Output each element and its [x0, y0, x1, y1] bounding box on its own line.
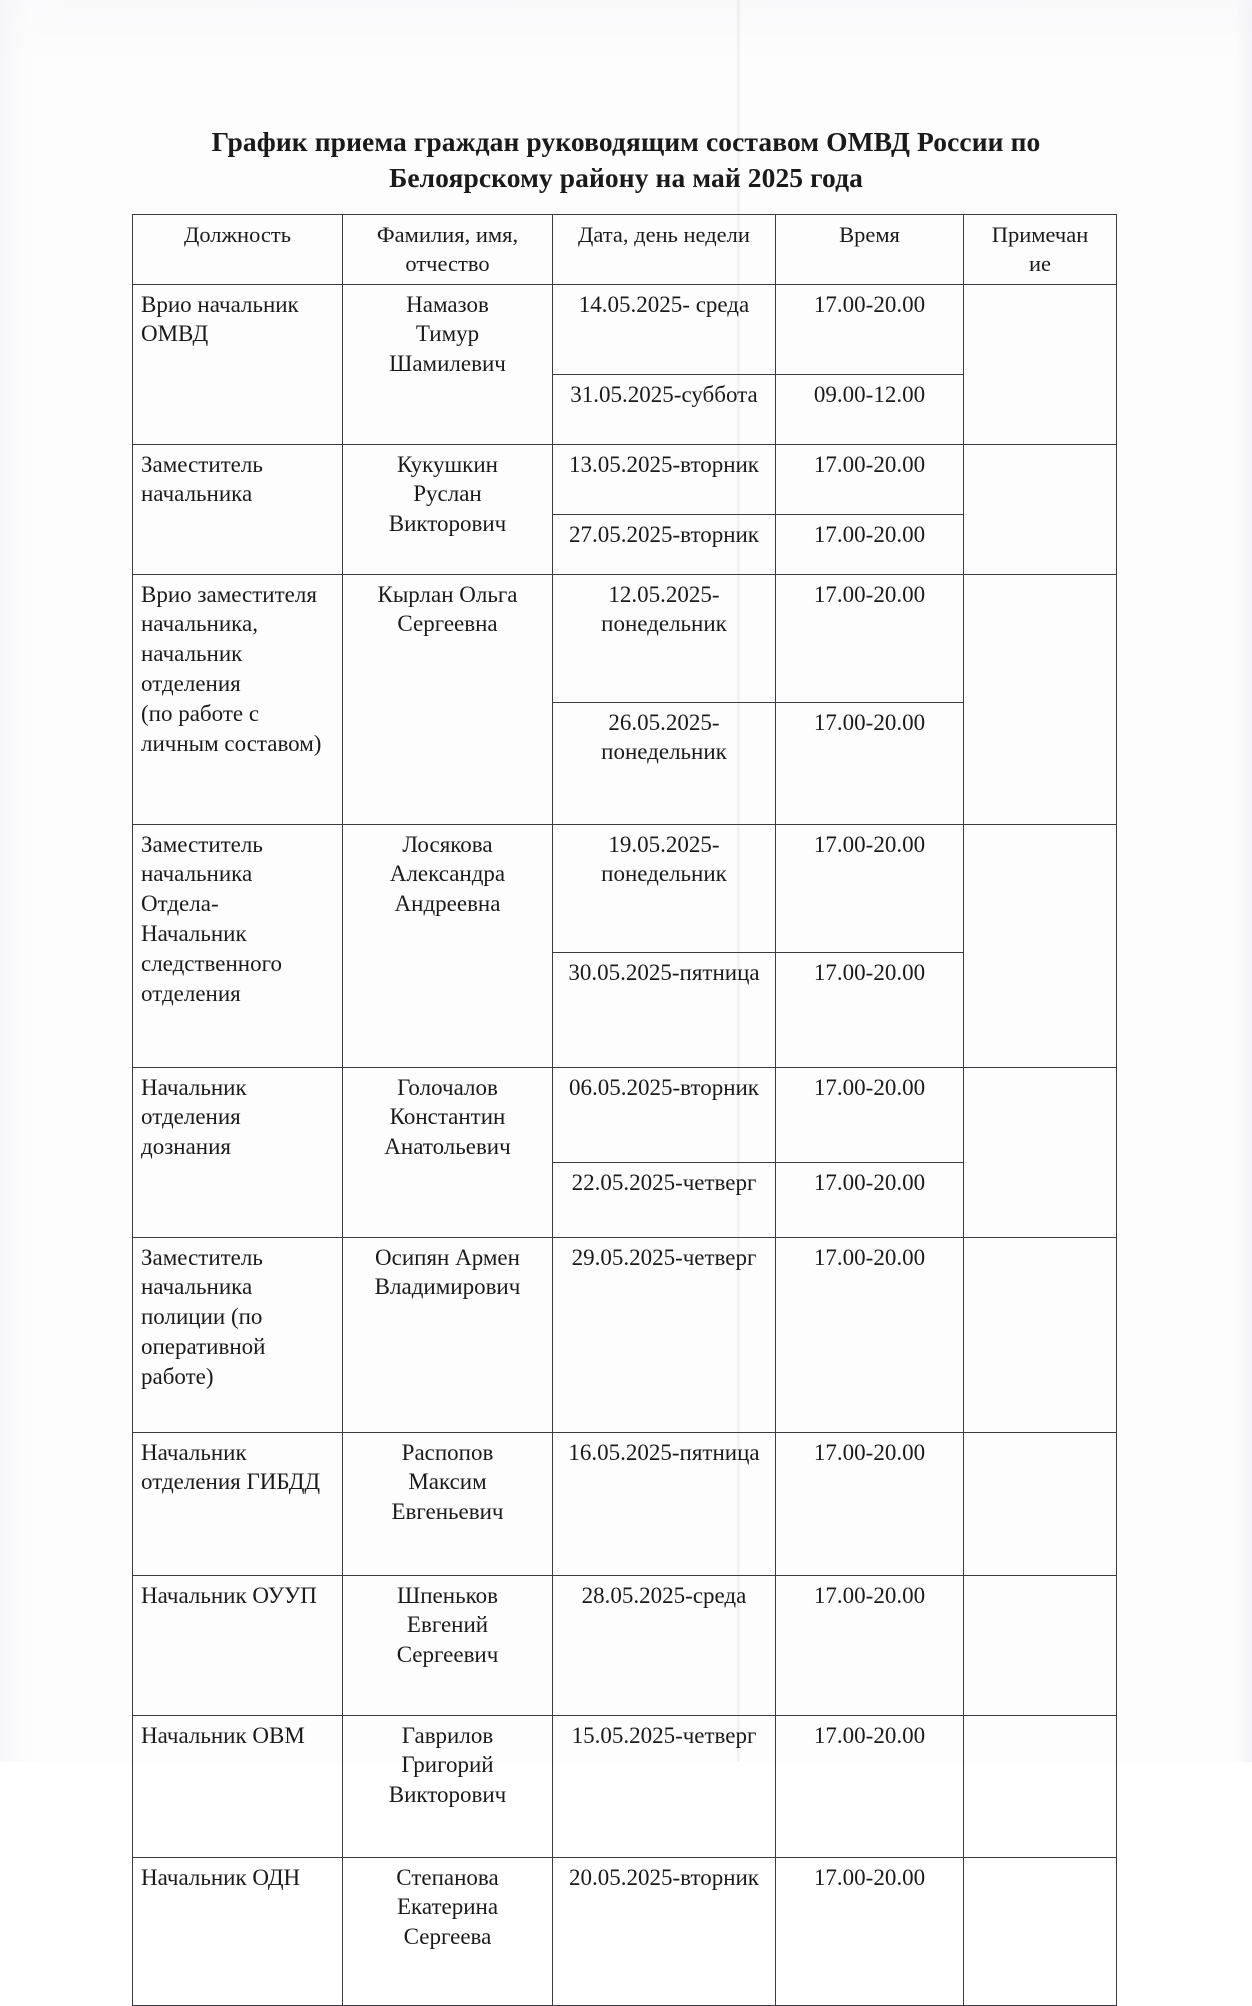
cell-date: 27.05.2025-вторник	[552, 513, 776, 575]
table-row: Начальник отделения ГИБДД Распопов Максим…	[132, 1431, 1117, 1576]
cell-time: 17.00-20.00	[775, 1431, 964, 1576]
table-row: Врио начальник ОМВД Намазов Тимур Шамилев…	[132, 283, 1117, 445]
cell-time: 17.00-20.00	[775, 283, 964, 375]
column-header-time: Время	[775, 214, 964, 285]
cell-note	[963, 1066, 1117, 1238]
cell-time: 17.00-20.00	[775, 951, 964, 1068]
table-row: Заместитель начальника Кукушкин Руслан Ви…	[132, 443, 1117, 575]
cell-date: 29.05.2025-четверг	[552, 1236, 776, 1433]
table-body: Врио начальник ОМВД Намазов Тимур Шамилев…	[132, 283, 1117, 2006]
cell-time: 17.00-20.00	[775, 513, 964, 575]
page-title: График приема граждан руководящим состав…	[176, 124, 1076, 197]
cell-fullname: Голочалов Константин Анатольевич	[342, 1066, 553, 1238]
cell-date: 16.05.2025-пятница	[552, 1431, 776, 1576]
cell-fullname: Шпеньков Евгений Сергеевич	[342, 1574, 553, 1716]
cell-fullname: Гаврилов Григорий Викторович	[342, 1714, 553, 1858]
cell-date: 19.05.2025- понедельник	[552, 823, 776, 953]
table-row: 22.05.2025-четверг 17.00-20.00	[133, 1161, 1117, 1238]
cell-time: 17.00-20.00	[775, 1574, 964, 1716]
cell-position: Начальник ОВМ	[132, 1714, 343, 1858]
cell-time: 17.00-20.00	[775, 1066, 964, 1163]
table-header-row: Должность Фамилия, имя, отчество Дата, д…	[132, 214, 1117, 285]
column-header-note: Примечан ие	[963, 214, 1117, 285]
cell-note	[963, 1574, 1117, 1716]
cell-note	[963, 1856, 1117, 2006]
cell-note	[963, 1714, 1117, 1858]
cell-fullname: Намазов Тимур Шамилевич	[342, 283, 553, 445]
cell-fullname: Кукушкин Руслан Викторович	[342, 443, 553, 575]
cell-fullname: Распопов Максим Евгеньевич	[342, 1431, 553, 1576]
table-row: 27.05.2025-вторник 17.00-20.00	[133, 513, 1117, 575]
table-header: Должность Фамилия, имя, отчество Дата, д…	[132, 214, 1117, 285]
cell-fullname: Степанова Екатерина Сергеева	[342, 1856, 553, 2006]
table-row: Начальник ОВМ Гаврилов Григорий Викторови…	[132, 1714, 1117, 1858]
page-title-line1: График приема граждан руководящим состав…	[211, 126, 1041, 157]
cell-position: Врио заместителя начальника, начальник о…	[132, 573, 343, 825]
cell-position: Начальник отделения ГИБДД	[132, 1431, 343, 1576]
cell-date: 22.05.2025-четверг	[552, 1161, 776, 1238]
cell-position: Заместитель начальника	[132, 443, 343, 575]
column-header-fullname: Фамилия, имя, отчество	[342, 214, 553, 285]
table-row: Заместитель начальника Отдела- Начальник…	[132, 823, 1117, 1068]
cell-note	[963, 573, 1117, 825]
table-row: Начальник отделения дознания Голочалов Ко…	[132, 1066, 1117, 1238]
reception-schedule-table: Должность Фамилия, имя, отчество Дата, д…	[132, 214, 1117, 2006]
cell-note	[963, 1236, 1117, 1433]
cell-date: 26.05.2025- понедельник	[552, 701, 776, 825]
cell-time: 17.00-20.00	[775, 1856, 964, 2006]
cell-date: 06.05.2025-вторник	[552, 1066, 776, 1163]
table-row: Начальник ОДН Степанова Екатерина Сергеев…	[132, 1856, 1117, 2006]
cell-time: 09.00-12.00	[775, 373, 964, 445]
cell-note	[963, 283, 1117, 445]
cell-time: 17.00-20.00	[775, 823, 964, 953]
cell-position: Начальник ОУУП	[132, 1574, 343, 1716]
cell-date: 28.05.2025-среда	[552, 1574, 776, 1716]
cell-date: 31.05.2025-суббота	[552, 373, 776, 445]
cell-fullname: Кырлан Ольга Сергеевна	[342, 573, 553, 825]
page-title-line2: Белоярскому району на май 2025 года	[389, 162, 863, 194]
cell-date: 15.05.2025-четверг	[552, 1714, 776, 1858]
cell-time: 17.00-20.00	[775, 701, 964, 825]
cell-time: 17.00-20.00	[775, 573, 964, 703]
cell-time: 17.00-20.00	[775, 1236, 964, 1433]
cell-note	[963, 443, 1117, 575]
cell-date: 30.05.2025-пятница	[552, 951, 776, 1068]
cell-date: 12.05.2025- понедельник	[552, 573, 776, 703]
column-header-position: Должность	[132, 214, 343, 285]
cell-position: Начальник отделения дознания	[132, 1066, 343, 1238]
cell-date: 13.05.2025-вторник	[552, 443, 776, 515]
cell-date: 20.05.2025-вторник	[552, 1856, 776, 2006]
cell-fullname: Лосякова Александра Андреевна	[342, 823, 553, 1068]
table-row: 26.05.2025- понедельник 17.00-20.00	[133, 701, 1117, 825]
cell-note	[963, 1431, 1117, 1576]
cell-position: Начальник ОДН	[132, 1856, 343, 2006]
cell-fullname: Осипян Армен Владимирович	[342, 1236, 553, 1433]
table-row: Врио заместителя начальника, начальник о…	[132, 573, 1117, 825]
cell-time: 17.00-20.00	[775, 1714, 964, 1858]
cell-position: Заместитель начальника Отдела- Начальник…	[132, 823, 343, 1068]
cell-position: Врио начальник ОМВД	[132, 283, 343, 445]
cell-position: Заместитель начальника полиции (по опера…	[132, 1236, 343, 1433]
column-header-date: Дата, день недели	[552, 214, 776, 285]
table-row: 31.05.2025-суббота 09.00-12.00	[133, 373, 1117, 445]
cell-time: 17.00-20.00	[775, 443, 964, 515]
table-row: Заместитель начальника полиции (по опера…	[132, 1236, 1117, 1433]
cell-date: 14.05.2025- среда	[552, 283, 776, 375]
cell-time: 17.00-20.00	[775, 1161, 964, 1238]
cell-note	[963, 823, 1117, 1068]
table-row: Начальник ОУУП Шпеньков Евгений Сергеевич…	[132, 1574, 1117, 1716]
